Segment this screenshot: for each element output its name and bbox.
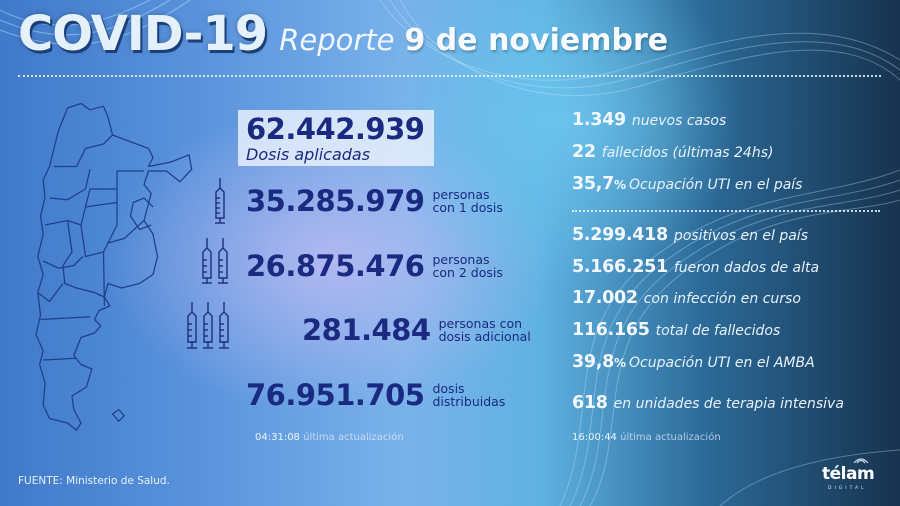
label: dosis distribuidas	[432, 382, 505, 408]
report-date: 9 de noviembre	[404, 23, 669, 58]
syringe-2-icon	[202, 238, 228, 284]
vaccination-row-additional: 281.484 personas con dosis adicional	[302, 313, 531, 347]
argentina-map-icon	[35, 102, 193, 431]
label-line2: con 1 dosis	[432, 200, 503, 215]
label-line1: personas	[432, 187, 490, 202]
stat-active-infections: 17.002 con infección en curso	[572, 288, 801, 308]
applied-doses-value: 62.442.939	[246, 112, 425, 146]
telam-logo: télam DIGITAL	[822, 458, 882, 492]
vaccination-row-1-dose: 35.285.979 personas con 1 dosis	[246, 184, 503, 218]
logo-word: télam	[822, 464, 875, 484]
stat-total-positives: 5.299.418 positivos en el país	[572, 225, 808, 245]
vaccination-last-update: 04:31:08 última actualización	[255, 432, 404, 443]
update-time: 16:00:44	[572, 432, 617, 443]
label: total de fallecidos	[655, 323, 781, 339]
label: Ocupación UTI en el país	[629, 177, 803, 193]
syringe-3-icon	[187, 302, 229, 349]
value: 618	[572, 393, 608, 413]
value: 35.285.979	[246, 184, 425, 218]
vaccination-row-distributed: 76.951.705 dosis distribuidas	[246, 378, 505, 412]
value: 35,7	[572, 174, 614, 194]
stat-new-cases: 1.349 nuevos casos	[572, 110, 726, 130]
label-line1: dosis	[432, 381, 465, 396]
value: 1.349	[572, 110, 626, 130]
applied-doses-label: Dosis aplicadas	[246, 145, 371, 164]
stat-icu-country: 35,7 % Ocupación UTI en el país	[572, 174, 802, 194]
label: Ocupación UTI en el AMBA	[629, 355, 815, 371]
value: 17.002	[572, 288, 638, 308]
header-divider	[18, 75, 881, 77]
syringe-1-icon	[215, 178, 225, 224]
update-label: última actualización	[620, 432, 721, 443]
vaccination-row-2-doses: 26.875.476 personas con 2 dosis	[246, 249, 503, 283]
value: 76.951.705	[246, 378, 425, 412]
stats-divider	[572, 210, 880, 212]
label: en unidades de terapia intensiva	[613, 396, 844, 412]
value: 5.299.418	[572, 225, 668, 245]
page-title: COVID-19	[18, 6, 268, 62]
report-label: Reporte	[279, 23, 395, 57]
signal-icon	[853, 458, 869, 464]
percent-sign: %	[613, 178, 627, 192]
label: personas con 2 dosis	[432, 253, 502, 279]
stat-total-deaths: 116.165 total de fallecidos	[572, 320, 780, 340]
stat-icu-amba: 39,8 % Ocupación UTI en el AMBA	[572, 352, 815, 372]
label-line2: dosis adicional	[438, 329, 531, 344]
value: 5.166.251	[572, 257, 668, 277]
label-line1: personas con	[438, 316, 523, 331]
percent-sign: %	[613, 356, 627, 370]
source-note: FUENTE: Ministerio de Salud.	[18, 475, 170, 487]
stat-discharged: 5.166.251 fueron dados de alta	[572, 257, 819, 277]
value: 26.875.476	[246, 249, 425, 283]
cases-last-update: 16:00:44 última actualización	[572, 432, 721, 443]
label: positivos en el país	[673, 228, 808, 244]
logo-subtitle: DIGITAL	[828, 486, 867, 491]
header: COVID-19 Reporte 9 de noviembre	[18, 6, 668, 66]
applied-doses-box: 62.442.939 Dosis aplicadas	[238, 110, 434, 166]
label: personas con 1 dosis	[432, 188, 502, 214]
stat-deaths-24h: 22 fallecidos (últimas 24hs)	[572, 142, 773, 162]
label: personas con dosis adicional	[439, 317, 531, 343]
label-line2: con 2 dosis	[432, 265, 503, 280]
value: 281.484	[302, 313, 431, 347]
update-label: última actualización	[303, 432, 404, 443]
label-line2: distribuidas	[432, 394, 506, 409]
label: fallecidos (últimas 24hs)	[601, 145, 774, 161]
update-time: 04:31:08	[255, 432, 300, 443]
label: con infección en curso	[643, 291, 801, 307]
stat-icu-patients: 618 en unidades de terapia intensiva	[572, 393, 844, 413]
value: 22	[572, 142, 596, 162]
value: 116.165	[572, 320, 650, 340]
value: 39,8	[572, 352, 614, 372]
label-line1: personas	[432, 252, 490, 267]
label: nuevos casos	[631, 113, 727, 129]
label: fueron dados de alta	[673, 260, 820, 276]
